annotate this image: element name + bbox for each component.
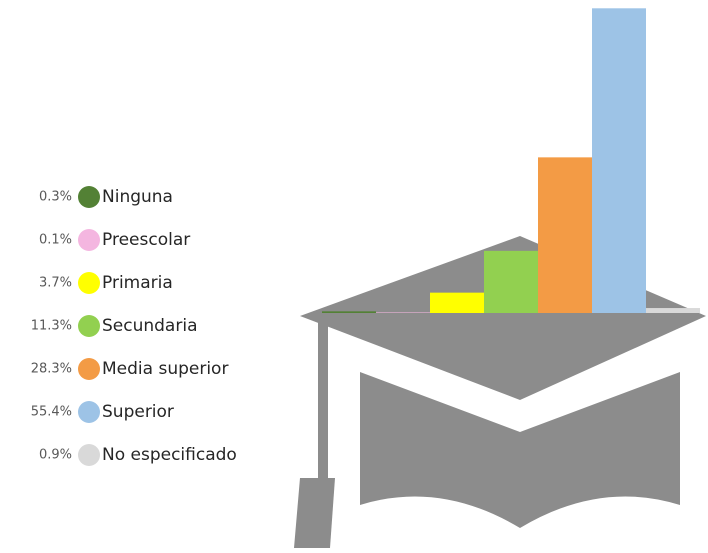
tassel [294, 478, 335, 548]
bar [646, 308, 700, 313]
legend-value-label: 28.3% [31, 362, 72, 377]
bar [484, 250, 538, 313]
legend-swatch [78, 315, 100, 337]
legend-label: Ninguna [102, 187, 173, 207]
legend-label: Primaria [102, 273, 173, 293]
legend-swatch [78, 358, 100, 380]
bar [538, 157, 592, 313]
legend-value-label: 11.3% [31, 319, 72, 334]
bar [430, 292, 484, 313]
legend-swatch [78, 186, 100, 208]
legend-swatch [78, 401, 100, 423]
bar [376, 312, 430, 313]
legend-label: No especificado [102, 445, 237, 465]
legend-value-label: 0.9% [39, 448, 72, 463]
legend-label: Media superior [102, 359, 228, 379]
legend-swatch [78, 444, 100, 466]
cap-body [360, 372, 680, 528]
legend-label: Superior [102, 402, 174, 422]
tassel-cord [318, 318, 328, 483]
legend-value-label: 55.4% [31, 405, 72, 420]
legend-swatch [78, 229, 100, 251]
legend-label: Preescolar [102, 230, 190, 250]
legend-label: Secundaria [102, 316, 197, 336]
bar [592, 8, 646, 314]
legend-value-label: 0.1% [39, 233, 72, 248]
legend-swatch [78, 272, 100, 294]
bar [322, 311, 376, 313]
legend-value-label: 0.3% [39, 190, 72, 205]
legend-value-label: 3.7% [39, 276, 72, 291]
